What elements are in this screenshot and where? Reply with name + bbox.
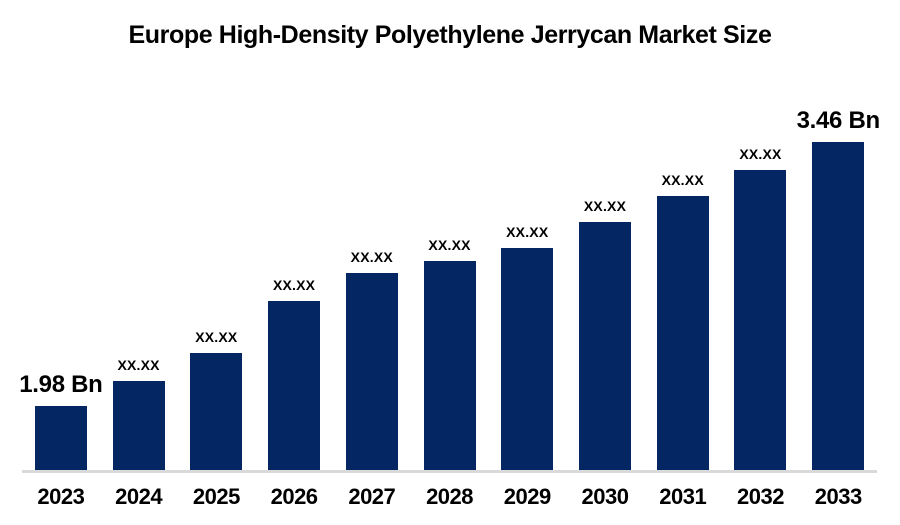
value-label-2027: XX.XX [350,249,393,265]
bar-2025 [190,353,243,470]
bar-2030 [579,222,631,470]
bar-2032 [734,170,787,470]
bar-group-2029: XX.XX [488,224,566,470]
value-label-2026: XX.XX [272,277,316,293]
value-label-2030: XX.XX [583,198,627,214]
x-tick-2026: 2026 [270,484,318,509]
value-label-2033: 3.46 Bn [796,107,881,134]
bar-group-2024: XX.XX [100,357,178,470]
plot-area: 1.98 Bn XX.XX XX.XX XX.XX XX.XX XX.XX XX.XX XX.… [19,0,881,470]
bar-group-2027: XX.XX [333,249,411,470]
x-tick-2028: 2028 [426,484,474,509]
x-tick-2030: 2030 [581,484,629,509]
value-label-2024: XX.XX [117,357,160,373]
bar-group-2033: 3.46 Bn [796,107,881,470]
x-tick-2025: 2025 [192,484,240,509]
bar-group-2023: 1.98 Bn [19,371,103,470]
bar-group-2028: XX.XX [411,237,489,470]
bar-2027 [345,273,398,470]
bar-chart: 1.98 Bn XX.XX XX.XX XX.XX XX.XX XX.XX XX.XX XX.… [19,0,881,510]
x-tick-2023: 2023 [37,484,85,509]
value-label-2023: 1.98 Bn [19,371,103,398]
bar-2028 [423,261,476,470]
x-tick-2031: 2031 [659,484,707,509]
x-axis-labels: 2023 2024 2025 2026 2027 2028 2029 2030 2031 2032… [22,484,877,510]
bar-group-2030: XX.XX [566,198,644,470]
value-label-2031: XX.XX [661,172,704,188]
bar-group-2026: XX.XX [255,277,333,470]
x-tick-2024: 2024 [115,484,163,509]
bar-group-2025: XX.XX [177,329,255,470]
bar-2024 [112,381,165,470]
value-label-2028: XX.XX [428,237,471,253]
bar-2023 [34,406,87,470]
x-tick-2027: 2027 [348,484,396,509]
value-label-2032: XX.XX [739,146,782,162]
value-label-2029: XX.XX [506,224,549,240]
bar-group-2032: XX.XX [722,146,800,470]
bar-2033 [812,142,865,470]
x-tick-2032: 2032 [737,484,784,509]
x-tick-2033: 2033 [814,484,862,509]
x-tick-2029: 2029 [503,484,551,509]
bar-2026 [268,301,321,470]
chart-title: Europe High-Density Polyethylene Jerryca… [128,21,772,49]
bar-group-2031: XX.XX [644,172,722,470]
bar-2031 [656,196,709,470]
bar-2029 [501,248,554,470]
x-axis-line [22,470,877,473]
value-label-2025: XX.XX [195,329,238,345]
